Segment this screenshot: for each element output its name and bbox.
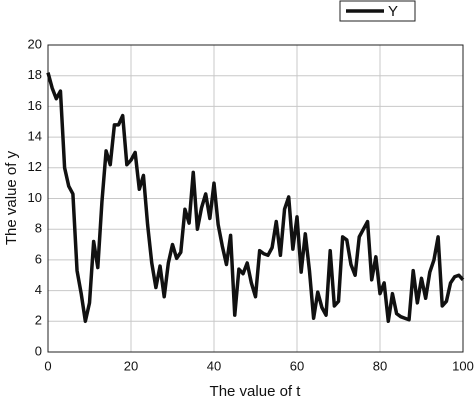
y-axis-label: The value of y: [3, 150, 20, 245]
y-tick-label: 16: [28, 98, 42, 113]
x-axis-label: The value of t: [210, 383, 302, 400]
y-tick-label: 10: [28, 190, 42, 205]
x-tick-label: 40: [207, 358, 221, 373]
y-tick-label: 0: [35, 343, 42, 358]
y-tick-label: 20: [28, 36, 42, 51]
y-tick-label: 8: [35, 221, 42, 236]
y-tick-label: 6: [35, 251, 42, 266]
y-tick-label: 2: [35, 313, 42, 328]
y-tick-label: 12: [28, 159, 42, 174]
legend-label: Y: [388, 3, 398, 20]
y-tick-label: 14: [28, 129, 42, 144]
x-tick-label: 100: [452, 358, 474, 373]
x-tick-label: 0: [44, 358, 51, 373]
plot-frame: [47, 44, 464, 353]
y-tick-label: 4: [35, 282, 42, 297]
y-tick-label: 18: [28, 67, 42, 82]
data-line: [46, 72, 465, 324]
x-tick-label: 20: [124, 358, 138, 373]
x-tick-label: 80: [373, 358, 387, 373]
x-tick-label: 60: [290, 358, 304, 373]
